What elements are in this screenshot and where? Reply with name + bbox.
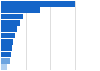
Bar <box>1 33 15 38</box>
Bar <box>1 45 12 51</box>
Bar <box>1 1 74 7</box>
Bar <box>1 26 17 32</box>
Bar <box>1 64 7 70</box>
Bar <box>1 20 20 26</box>
Bar <box>1 14 23 19</box>
Bar <box>1 58 10 64</box>
Bar <box>1 52 11 57</box>
Bar <box>1 7 40 13</box>
Bar <box>1 39 13 45</box>
